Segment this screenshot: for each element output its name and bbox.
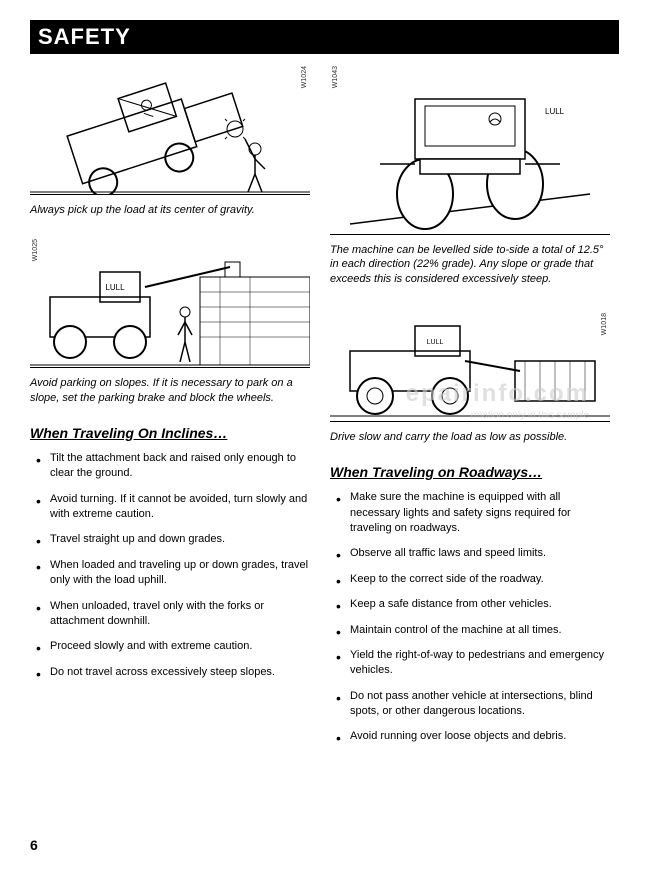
page-number: 6	[30, 837, 38, 853]
svg-text:LULL: LULL	[427, 339, 444, 346]
list-item: Yield the right-of-way to pedestrians an…	[350, 648, 610, 679]
fig2-caption: Avoid parking on slopes. If it is necess…	[30, 376, 310, 405]
figure-1: W1024	[30, 64, 310, 195]
figure-2: W1025 LULL	[30, 237, 310, 368]
fig1-illustration	[30, 64, 310, 194]
list-item: Avoid running over loose objects and deb…	[350, 729, 610, 744]
fig3-caption: The machine can be levelled side to-side…	[330, 243, 610, 286]
page-header: SAFETY	[30, 20, 619, 54]
fig4-illustration: LULL	[330, 311, 610, 421]
section2-heading: When Traveling on Roadways…	[330, 464, 610, 480]
fig4-label: W1018	[601, 313, 608, 335]
list-item: When unloaded, travel only with the fork…	[50, 599, 310, 630]
list-item: Do not pass another vehicle at intersect…	[350, 689, 610, 720]
figure-3: W1043 LULL	[330, 64, 610, 235]
section2-list: Make sure the machine is equipped with a…	[330, 490, 610, 745]
right-column: W1043 LULL The machine can be levelled s…	[330, 64, 610, 755]
list-item: Avoid turning. If it cannot be avoided, …	[50, 492, 310, 523]
section1-heading: When Traveling On Inclines…	[30, 425, 310, 441]
list-item: Tilt the attachment back and raised only…	[50, 451, 310, 482]
list-item: Travel straight up and down grades.	[50, 532, 310, 547]
content-columns: W1024	[30, 64, 619, 755]
section1-list: Tilt the attachment back and raised only…	[30, 451, 310, 680]
svg-text:LULL: LULL	[545, 107, 565, 116]
fig3-illustration: LULL	[330, 64, 610, 234]
fig1-caption: Always pick up the load at its center of…	[30, 203, 310, 217]
list-item: Observe all traffic laws and speed limit…	[350, 546, 610, 561]
list-item: Maintain control of the machine at all t…	[350, 623, 610, 638]
left-column: W1024	[30, 64, 310, 755]
fig2-illustration: LULL	[30, 237, 310, 367]
fig2-label: W1025	[32, 239, 39, 261]
list-item: When loaded and traveling up or down gra…	[50, 558, 310, 589]
figure-4: W1018 LULL	[330, 311, 610, 422]
fig3-label: W1043	[332, 66, 339, 88]
fig4-caption: Drive slow and carry the load as low as …	[330, 430, 610, 444]
list-item: Keep to the correct side of the roadway.	[350, 572, 610, 587]
list-item: Keep a safe distance from other vehicles…	[350, 597, 610, 612]
list-item: Make sure the machine is equipped with a…	[350, 490, 610, 536]
fig1-label: W1024	[301, 66, 308, 88]
svg-text:LULL: LULL	[105, 283, 125, 292]
list-item: Proceed slowly and with extreme caution.	[50, 639, 310, 654]
list-item: Do not travel across excessively steep s…	[50, 665, 310, 680]
